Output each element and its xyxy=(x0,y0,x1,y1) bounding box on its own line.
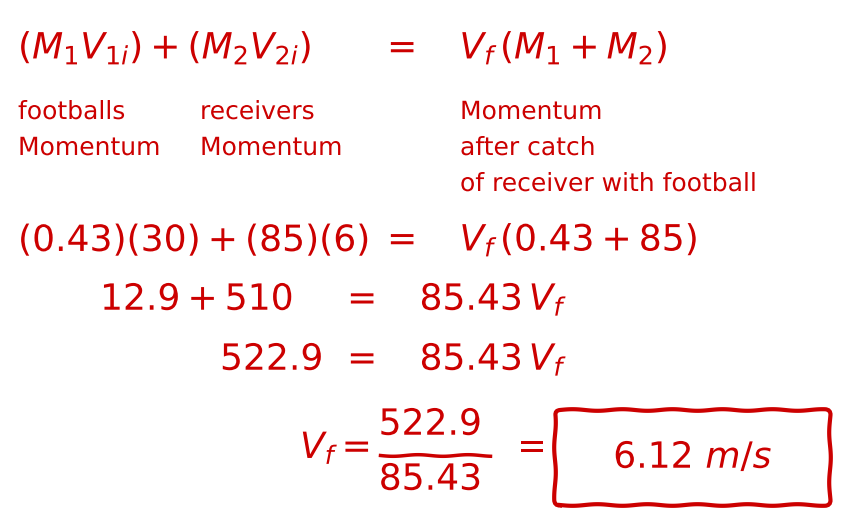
Text: Momentum: Momentum xyxy=(18,136,160,160)
Text: $12.9 + 510$: $12.9 + 510$ xyxy=(100,283,293,317)
Text: $V_f =$: $V_f =$ xyxy=(300,430,370,466)
Text: $= \quad 85.43\,V_f$: $= \quad 85.43\,V_f$ xyxy=(340,342,568,378)
Text: $=$: $=$ xyxy=(510,431,546,465)
Text: $= \quad 85.43\,V_f$: $= \quad 85.43\,V_f$ xyxy=(340,282,568,318)
Text: footballs: footballs xyxy=(18,100,125,124)
Text: of receiver with football: of receiver with football xyxy=(460,172,758,196)
Text: $522.9$: $522.9$ xyxy=(378,408,481,442)
Text: $(M_1 V_{1i}) + (M_2 V_{2i})$: $(M_1 V_{1i}) + (M_2 V_{2i})$ xyxy=(18,29,311,67)
Text: $522.9$: $522.9$ xyxy=(220,343,323,377)
Text: $(0.43)(30) + (85)(6)$: $(0.43)(30) + (85)(6)$ xyxy=(18,222,369,258)
Text: Momentum: Momentum xyxy=(460,100,602,124)
Text: Momentum: Momentum xyxy=(200,136,342,160)
Text: $= \quad V_f\,(0.43 + 85)$: $= \quad V_f\,(0.43 + 85)$ xyxy=(380,221,698,258)
Text: receivers: receivers xyxy=(200,100,315,124)
Text: $85.43$: $85.43$ xyxy=(378,463,481,497)
Text: after catch: after catch xyxy=(460,136,595,160)
Text: $6.12\ m/s$: $6.12\ m/s$ xyxy=(613,441,773,475)
Text: $= \quad V_f\,(M_1 + M_2)$: $= \quad V_f\,(M_1 + M_2)$ xyxy=(380,29,668,67)
